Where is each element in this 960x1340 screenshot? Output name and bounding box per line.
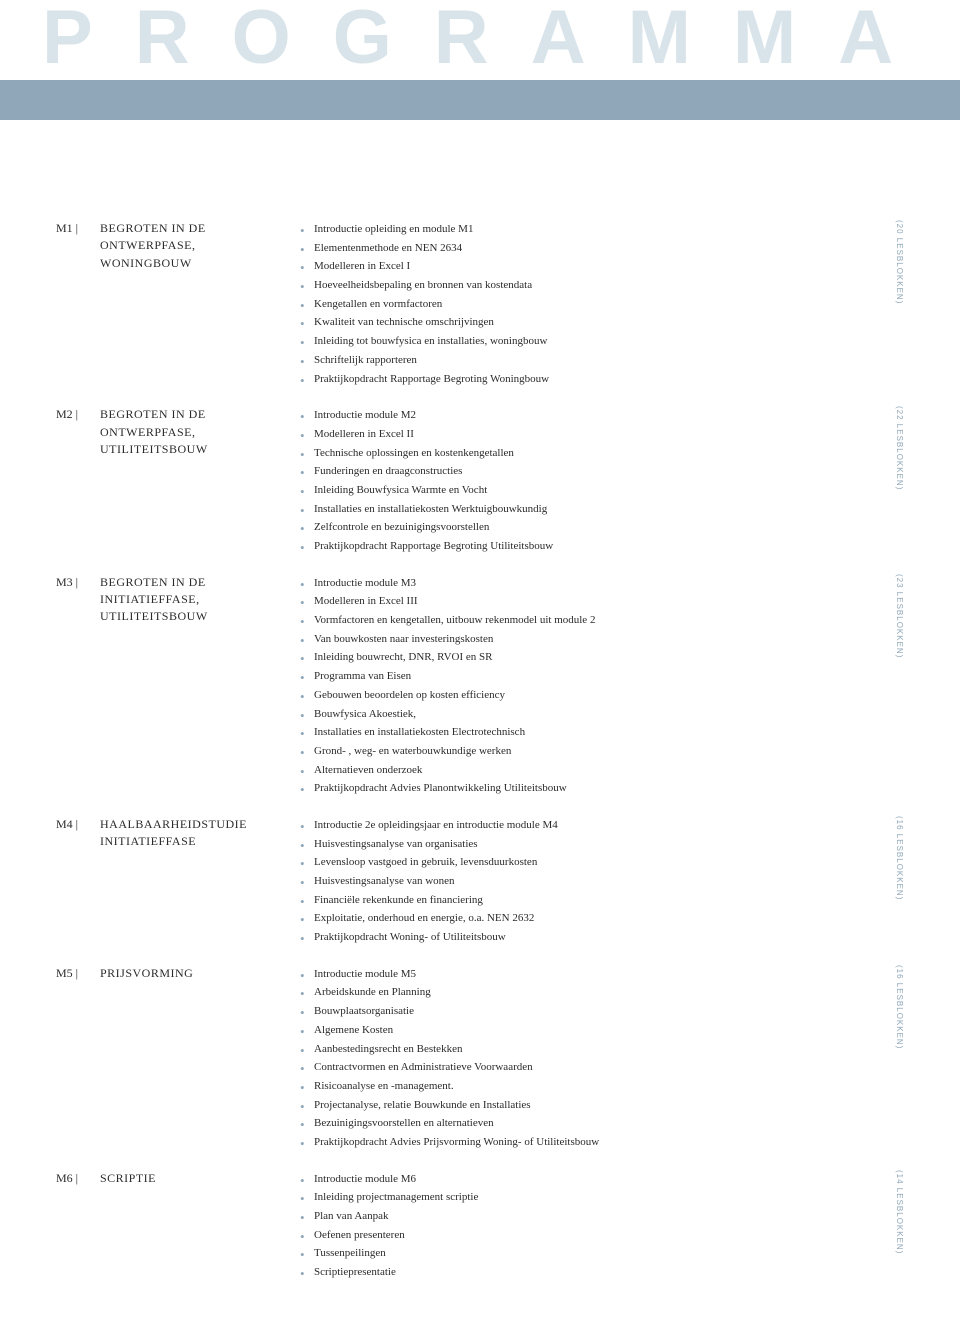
module-row: M5 |PRIJSVORMINGIntroductie module M5Arb…	[56, 965, 904, 1152]
module-items: Introductie module M5Arbeidskunde en Pla…	[300, 965, 884, 1152]
list-item: Inleiding Bouwfysica Warmte en Vocht	[300, 481, 868, 500]
list-item: Oefenen presenteren	[300, 1226, 868, 1245]
lesblokken-label: (16 LESBLOKKEN)	[884, 965, 904, 1049]
list-item: Introductie opleiding en module M1	[300, 220, 868, 239]
list-item: Alternatieven onderzoek	[300, 761, 868, 780]
list-item: Programma van Eisen	[300, 667, 868, 686]
list-item: Zelfcontrole en bezuinigingsvoorstellen	[300, 518, 868, 537]
list-item: Bouwfysica Akoestiek,	[300, 705, 868, 724]
list-item: Technische oplossingen en kostenkengetal…	[300, 444, 868, 463]
lesblokken-label: (23 LESBLOKKEN)	[884, 574, 904, 658]
list-item: Introductie module M6	[300, 1170, 868, 1189]
module-code: M1 |	[56, 220, 100, 236]
list-item: Introductie 2e opleidingsjaar en introdu…	[300, 816, 868, 835]
lesblokken-label: (14 LESBLOKKEN)	[884, 1170, 904, 1254]
lesblokken-label: (20 LESBLOKKEN)	[884, 220, 904, 304]
list-item: Huisvestingsanalyse van wonen	[300, 872, 868, 891]
list-item: Praktijkopdracht Rapportage Begroting Ut…	[300, 537, 868, 556]
list-item: Modelleren in Excel II	[300, 425, 868, 444]
list-item: Scriptiepresentatie	[300, 1263, 868, 1282]
module-items: Introductie 2e opleidingsjaar en introdu…	[300, 816, 884, 947]
list-item: Huisvestingsanalyse van organisaties	[300, 835, 868, 854]
list-item: Praktijkopdracht Advies Planontwikkeling…	[300, 779, 868, 798]
list-item: Arbeidskunde en Planning	[300, 983, 868, 1002]
list-item: Modelleren in Excel I	[300, 257, 868, 276]
list-item: Tussenpeilingen	[300, 1244, 868, 1263]
list-item: Elementenmethode en NEN 2634	[300, 239, 868, 258]
lesblokken-label: (22 LESBLOKKEN)	[884, 406, 904, 490]
list-item: Funderingen en draagconstructies	[300, 462, 868, 481]
list-item: Grond- , weg- en waterbouwkundige werken	[300, 742, 868, 761]
list-item: Introductie module M5	[300, 965, 868, 984]
module-code: M3 |	[56, 574, 100, 590]
module-list: M1 |BEGROTEN IN DE ONTWERPFASE, WONINGBO…	[0, 120, 960, 1340]
list-item: Aanbestedingsrecht en Bestekken	[300, 1040, 868, 1059]
header-band	[0, 80, 960, 120]
list-item: Bouwplaatsorganisatie	[300, 1002, 868, 1021]
module-items: Introductie module M3Modelleren in Excel…	[300, 574, 884, 798]
list-item: Van bouwkosten naar investeringskosten	[300, 630, 868, 649]
list-item: Kengetallen en vormfactoren	[300, 295, 868, 314]
list-item: Installaties en installatiekosten Werktu…	[300, 500, 868, 519]
list-item: Risicoanalyse en -management.	[300, 1077, 868, 1096]
list-item: Schriftelijk rapporteren	[300, 351, 868, 370]
module-title: BEGROTEN IN DE ONTWERPFASE, UTILITEITSBO…	[100, 406, 300, 458]
list-item: Algemene Kosten	[300, 1021, 868, 1040]
list-item: Praktijkopdracht Advies Prijsvorming Won…	[300, 1133, 868, 1152]
module-title: SCRIPTIE	[100, 1170, 300, 1187]
module-code: M4 |	[56, 816, 100, 832]
list-item: Plan van Aanpak	[300, 1207, 868, 1226]
module-title: BEGROTEN IN DE INITIATIEFFASE, UTILITEIT…	[100, 574, 300, 626]
module-code: M6 |	[56, 1170, 100, 1186]
list-item: Modelleren in Excel III	[300, 592, 868, 611]
module-row: M1 |BEGROTEN IN DE ONTWERPFASE, WONINGBO…	[56, 220, 904, 388]
module-code: M5 |	[56, 965, 100, 981]
module-row: M4 |HAALBAARHEIDSTUDIE INITIATIEFFASEInt…	[56, 816, 904, 947]
list-item: Contractvormen en Administratieve Voorwa…	[300, 1058, 868, 1077]
list-item: Projectanalyse, relatie Bouwkunde en Ins…	[300, 1096, 868, 1115]
list-item: Bezuinigingsvoorstellen en alternatieven	[300, 1114, 868, 1133]
lesblokken-label: (16 LESBLOKKEN)	[884, 816, 904, 900]
module-items: Introductie module M2Modelleren in Excel…	[300, 406, 884, 556]
list-item: Gebouwen beoordelen op kosten efficiency	[300, 686, 868, 705]
module-row: M3 |BEGROTEN IN DE INITIATIEFFASE, UTILI…	[56, 574, 904, 798]
list-item: Introductie module M3	[300, 574, 868, 593]
list-item: Inleiding bouwrecht, DNR, RVOI en SR	[300, 648, 868, 667]
module-row: M2 |BEGROTEN IN DE ONTWERPFASE, UTILITEI…	[56, 406, 904, 556]
module-row: M6 |SCRIPTIEIntroductie module M6Inleidi…	[56, 1170, 904, 1282]
list-item: Introductie module M2	[300, 406, 868, 425]
list-item: Praktijkopdracht Woning- of Utiliteitsbo…	[300, 928, 868, 947]
list-item: Inleiding projectmanagement scriptie	[300, 1188, 868, 1207]
module-items: Introductie module M6Inleiding projectma…	[300, 1170, 884, 1282]
list-item: Financiële rekenkunde en financiering	[300, 891, 868, 910]
list-item: Installaties en installatiekosten Electr…	[300, 723, 868, 742]
module-title: HAALBAARHEIDSTUDIE INITIATIEFFASE	[100, 816, 300, 851]
module-title: PRIJSVORMING	[100, 965, 300, 982]
list-item: Levensloop vastgoed in gebruik, levensdu…	[300, 853, 868, 872]
list-item: Exploitatie, onderhoud en energie, o.a. …	[300, 909, 868, 928]
module-code: M2 |	[56, 406, 100, 422]
page-title: PROGRAMMA	[0, 0, 960, 76]
list-item: Praktijkopdracht Rapportage Begroting Wo…	[300, 370, 868, 389]
list-item: Kwaliteit van technische omschrijvingen	[300, 313, 868, 332]
module-title: BEGROTEN IN DE ONTWERPFASE, WONINGBOUW	[100, 220, 300, 272]
module-items: Introductie opleiding en module M1Elemen…	[300, 220, 884, 388]
list-item: Vormfactoren en kengetallen, uitbouw rek…	[300, 611, 868, 630]
list-item: Hoeveelheidsbepaling en bronnen van kost…	[300, 276, 868, 295]
list-item: Inleiding tot bouwfysica en installaties…	[300, 332, 868, 351]
